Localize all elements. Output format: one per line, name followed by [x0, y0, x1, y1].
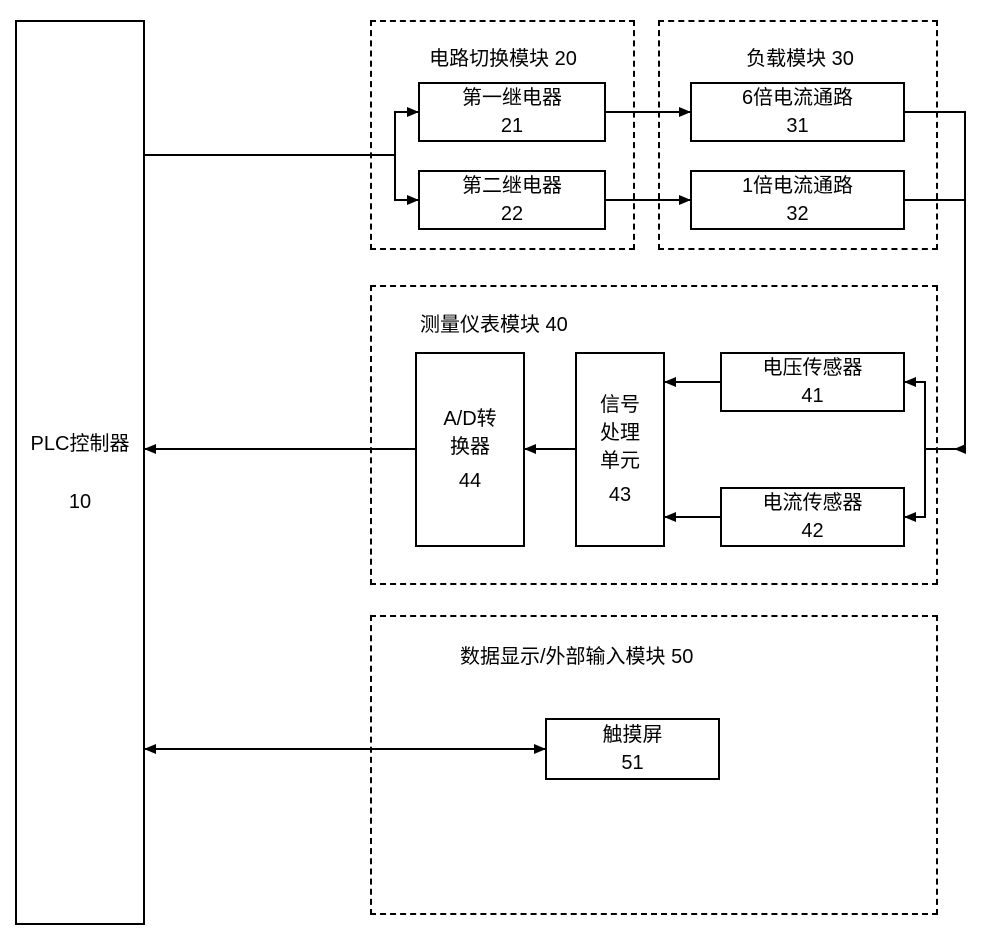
touch-number: 51: [621, 749, 643, 777]
relay1-label: 第一继电器: [462, 84, 562, 112]
measure-module-title: 测量仪表模块 40: [420, 308, 640, 337]
relay1-number: 21: [501, 112, 523, 140]
vsensor-number: 41: [801, 382, 823, 410]
connector-load-out-down-arrow: [955, 155, 965, 449]
path1x-number: 32: [786, 200, 808, 228]
plc-label: PLC控制器: [31, 430, 130, 458]
relay1-box: 第一继电器 21: [418, 82, 606, 142]
adc-label: A/D转换器: [440, 405, 500, 461]
touch-box: 触摸屏 51: [545, 718, 720, 780]
isensor-box: 电流传感器 42: [720, 487, 905, 547]
touch-label: 触摸屏: [603, 721, 663, 749]
path1x-label: 1倍电流通路: [742, 172, 853, 200]
path6x-box: 6倍电流通路 31: [690, 82, 905, 142]
adc-box: A/D转换器 44: [415, 352, 525, 547]
sigproc-label: 信号处理单元: [596, 391, 644, 475]
sigproc-box: 信号处理单元 43: [575, 352, 665, 547]
relay2-number: 22: [501, 200, 523, 228]
load-module-title: 负载模块 30: [720, 42, 880, 71]
path6x-label: 6倍电流通路: [742, 84, 853, 112]
diagram-canvas: PLC控制器 10 电路切换模块 20 第一继电器 21 第二继电器 22 负载…: [0, 0, 1000, 939]
adc-number: 44: [459, 467, 481, 495]
plc-controller-box: PLC控制器 10: [15, 20, 145, 925]
isensor-number: 42: [801, 517, 823, 545]
relay2-label: 第二继电器: [462, 172, 562, 200]
sigproc-number: 43: [609, 481, 631, 509]
vsensor-box: 电压传感器 41: [720, 352, 905, 412]
isensor-label: 电流传感器: [763, 489, 863, 517]
switching-module-title: 电路切换模块 20: [398, 42, 608, 71]
display-module-title: 数据显示/外部输入模块 50: [460, 640, 800, 669]
plc-number: 10: [69, 488, 91, 516]
path1x-box: 1倍电流通路 32: [690, 170, 905, 230]
path6x-number: 31: [786, 112, 808, 140]
relay2-box: 第二继电器 22: [418, 170, 606, 230]
vsensor-label: 电压传感器: [763, 354, 863, 382]
